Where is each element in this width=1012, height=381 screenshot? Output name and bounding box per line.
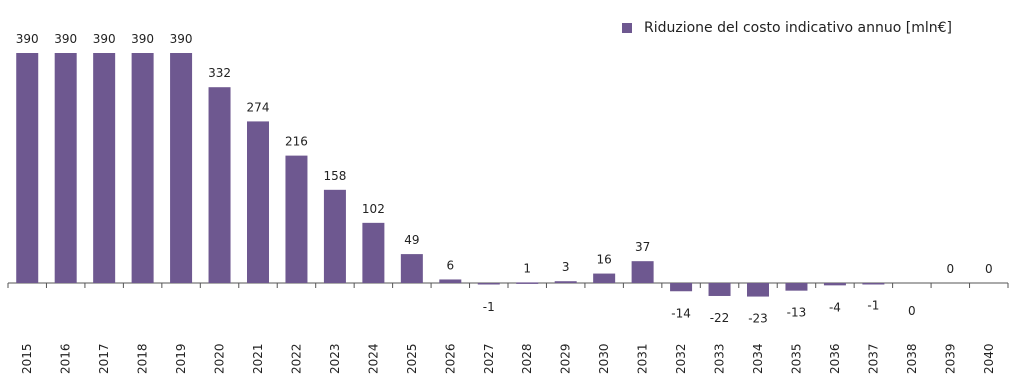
x-tick-label: 2034	[751, 343, 765, 374]
data-label: 0	[946, 262, 954, 276]
x-tick-label: 2027	[482, 343, 496, 374]
bar	[170, 53, 193, 283]
x-tick-label: 2040	[982, 343, 996, 374]
bar	[516, 282, 539, 284]
bar	[54, 53, 77, 283]
bar	[208, 87, 231, 283]
data-label: 0	[908, 304, 916, 318]
x-tick-label: 2037	[866, 343, 880, 374]
x-tick-label: 2031	[636, 343, 650, 374]
bar	[323, 189, 346, 283]
x-tick-label: 2022	[289, 343, 303, 374]
legend-swatch	[622, 23, 632, 33]
bar	[708, 283, 731, 296]
data-label: -4	[829, 300, 841, 314]
bar	[439, 279, 462, 283]
data-label: 16	[597, 253, 612, 267]
bar	[785, 283, 808, 291]
bar	[285, 155, 308, 283]
x-tick-label: 2019	[174, 343, 188, 374]
bar	[477, 283, 500, 285]
x-tick-label: 2039	[943, 343, 957, 374]
data-label: 390	[170, 32, 193, 46]
bar	[554, 281, 577, 283]
data-label: 332	[208, 66, 231, 80]
data-label: 1	[523, 261, 531, 275]
x-tick-label: 2028	[520, 343, 534, 374]
data-label: 37	[635, 240, 650, 254]
data-label: 158	[323, 169, 346, 183]
x-tick-label: 2020	[213, 343, 227, 374]
x-tick-label: 2036	[828, 343, 842, 374]
data-label: 390	[16, 32, 39, 46]
x-tick-label: 2035	[789, 343, 803, 374]
bar	[16, 53, 39, 283]
x-tick-label: 2029	[559, 343, 573, 374]
bar	[862, 283, 885, 285]
x-tick-label: 2015	[20, 343, 34, 374]
data-label: -13	[787, 306, 807, 320]
x-tick-label: 2030	[597, 343, 611, 374]
data-label: 102	[362, 202, 385, 216]
x-tick-label: 2018	[136, 343, 150, 374]
data-label: 390	[93, 32, 116, 46]
x-tick-label: 2021	[251, 343, 265, 374]
data-label: -22	[710, 311, 730, 325]
data-label: 274	[247, 100, 270, 114]
data-label: 6	[446, 258, 454, 272]
bar	[670, 283, 693, 292]
x-tick-label: 2016	[59, 343, 73, 374]
bar	[131, 53, 154, 283]
data-label: 3	[562, 260, 570, 274]
bar	[823, 283, 846, 286]
x-tick-label: 2032	[674, 343, 688, 374]
bar	[93, 53, 116, 283]
data-label: -14	[671, 306, 691, 320]
data-label: 216	[285, 135, 308, 149]
x-tick-label: 2026	[443, 343, 457, 374]
data-label: 390	[54, 32, 77, 46]
x-tick-label: 2017	[97, 343, 111, 374]
x-tick-label: 2025	[405, 343, 419, 374]
legend: Riduzione del costo indicativo annuo [ml…	[622, 18, 952, 38]
data-label: -23	[748, 312, 768, 326]
x-tick-label: 2024	[366, 343, 380, 374]
x-tick-label: 2033	[713, 343, 727, 374]
bar	[631, 261, 654, 283]
bar	[247, 121, 269, 284]
data-label: -1	[483, 300, 495, 314]
bar	[362, 222, 385, 283]
x-tick-label: 2023	[328, 343, 342, 374]
bar	[747, 283, 769, 297]
data-label: 49	[404, 233, 419, 247]
bar	[400, 254, 423, 283]
legend-label: Riduzione del costo indicativo annuo [ml…	[644, 20, 952, 36]
x-tick-label: 2038	[905, 343, 919, 374]
bar	[593, 273, 616, 283]
data-label: 0	[985, 262, 993, 276]
data-label: 390	[131, 32, 154, 46]
data-label: -1	[867, 299, 879, 313]
